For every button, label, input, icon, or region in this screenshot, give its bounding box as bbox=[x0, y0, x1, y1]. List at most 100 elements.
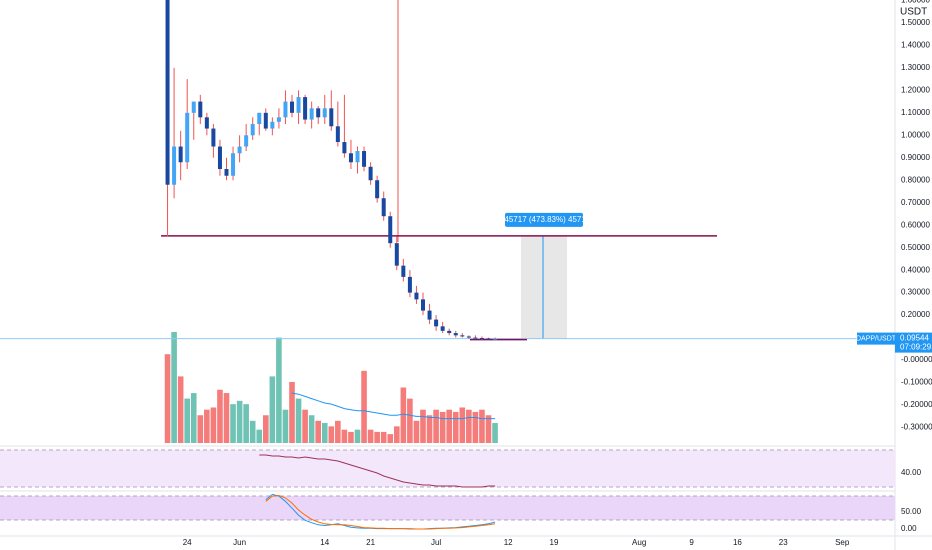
volume-bar bbox=[302, 409, 308, 443]
volume-bar bbox=[479, 409, 485, 443]
candle-body bbox=[237, 146, 242, 154]
volume-bar bbox=[452, 411, 459, 443]
candle-body bbox=[348, 153, 353, 163]
candle-body bbox=[309, 108, 314, 120]
candle-body bbox=[303, 97, 308, 120]
volume-bar bbox=[269, 376, 276, 443]
y-tick-label: 0.80000 bbox=[901, 175, 930, 184]
candle-body bbox=[493, 338, 498, 340]
rsi-band bbox=[0, 450, 895, 487]
volume-bar bbox=[223, 393, 230, 443]
volume-bar bbox=[321, 423, 328, 443]
volume-bar bbox=[380, 431, 387, 443]
volume-bar bbox=[263, 415, 269, 443]
y-tick-label: 1.10000 bbox=[901, 108, 930, 117]
volume-bar bbox=[276, 337, 282, 443]
volume-bar bbox=[230, 404, 236, 443]
volume-bar bbox=[282, 409, 289, 443]
volume-bar bbox=[328, 426, 335, 443]
y-tick-label: -0.10000 bbox=[901, 378, 932, 387]
volume-bar bbox=[374, 431, 380, 443]
volume-bar bbox=[341, 429, 348, 443]
volume-bar bbox=[420, 409, 426, 443]
candle-body bbox=[204, 117, 209, 129]
stoch-band bbox=[0, 496, 895, 520]
candle-body bbox=[178, 146, 183, 163]
volume-bar bbox=[217, 389, 223, 443]
volume-bar bbox=[472, 411, 479, 443]
volume-bar bbox=[295, 398, 302, 443]
volume-bar bbox=[361, 370, 367, 443]
candle-body bbox=[473, 337, 478, 339]
volume-bar bbox=[177, 376, 184, 443]
symbol-box bbox=[857, 332, 895, 345]
candle-body bbox=[224, 169, 229, 176]
y-tick-label: -0.30000 bbox=[901, 423, 932, 432]
candle-body bbox=[355, 151, 360, 163]
candle-body bbox=[172, 146, 177, 185]
candle-body bbox=[362, 151, 367, 167]
currency: USDT bbox=[900, 7, 927, 18]
volume-bar bbox=[171, 332, 177, 443]
x-tick-label: 12 bbox=[504, 538, 513, 547]
y-tick-label: 1.20000 bbox=[901, 85, 930, 94]
volume-bar bbox=[256, 429, 263, 443]
candle-body bbox=[394, 243, 399, 266]
x-tick-label: 19 bbox=[550, 538, 559, 547]
x-tick-label: Jul bbox=[431, 538, 441, 547]
x-tick-label: 24 bbox=[183, 538, 192, 547]
x-tick-label: Sep bbox=[835, 538, 850, 547]
candle-body bbox=[486, 338, 491, 340]
volume-bar bbox=[190, 393, 197, 443]
y-tick-label: 0.20000 bbox=[901, 310, 930, 319]
volume-bar bbox=[243, 404, 249, 443]
y-tick-label: 0.70000 bbox=[901, 198, 930, 207]
x-tick-label: 9 bbox=[689, 538, 694, 547]
volume-bar bbox=[315, 420, 321, 443]
candle-body bbox=[250, 124, 255, 136]
y-tick-label: 0.30000 bbox=[901, 288, 930, 297]
candle-body bbox=[368, 166, 373, 181]
candle-body bbox=[198, 101, 203, 118]
volume-bar bbox=[492, 423, 498, 443]
y-tick-label: 1.60000 bbox=[901, 0, 930, 5]
y-tick-label: -0.20000 bbox=[901, 400, 932, 409]
candle-body bbox=[460, 335, 465, 337]
y-tick-label: 0.60000 bbox=[901, 220, 930, 229]
volume-bar bbox=[446, 409, 452, 443]
y-tick-label: 1.30000 bbox=[901, 63, 930, 72]
volume-bar bbox=[433, 409, 439, 443]
candle-body bbox=[211, 128, 216, 147]
candle-body bbox=[401, 265, 406, 277]
volume-bar bbox=[236, 400, 243, 443]
candle-body bbox=[263, 112, 268, 129]
volume-bar bbox=[354, 429, 361, 443]
candle-body bbox=[296, 97, 301, 113]
candle-body bbox=[191, 101, 196, 113]
x-tick-label: 23 bbox=[779, 538, 788, 547]
x-tick-label: 16 bbox=[733, 538, 742, 547]
y-tick-label: 0.90000 bbox=[901, 153, 930, 162]
countdown: 07:09:29 bbox=[900, 343, 932, 352]
candle-body bbox=[407, 276, 412, 293]
price-box bbox=[895, 332, 932, 353]
volume-bar bbox=[197, 415, 204, 443]
volume-bar bbox=[400, 387, 407, 443]
measure-label: 0.45717 (473.83%) 45717 bbox=[498, 215, 591, 224]
volume-bar bbox=[367, 429, 374, 443]
rsi-tick-label: 40.00 bbox=[901, 468, 922, 477]
candle-body bbox=[329, 108, 334, 127]
volume-bar bbox=[204, 409, 210, 443]
y-tick-label: 1.50000 bbox=[901, 18, 930, 27]
volume-bar bbox=[289, 381, 295, 443]
volume-bar bbox=[210, 407, 217, 443]
candle-body bbox=[270, 121, 275, 129]
candle-body bbox=[335, 126, 340, 143]
volume-bar bbox=[164, 354, 171, 443]
candle-body bbox=[342, 142, 347, 154]
y-tick-label: -0.00000 bbox=[901, 355, 932, 364]
y-tick-label: 1.00000 bbox=[901, 130, 930, 139]
